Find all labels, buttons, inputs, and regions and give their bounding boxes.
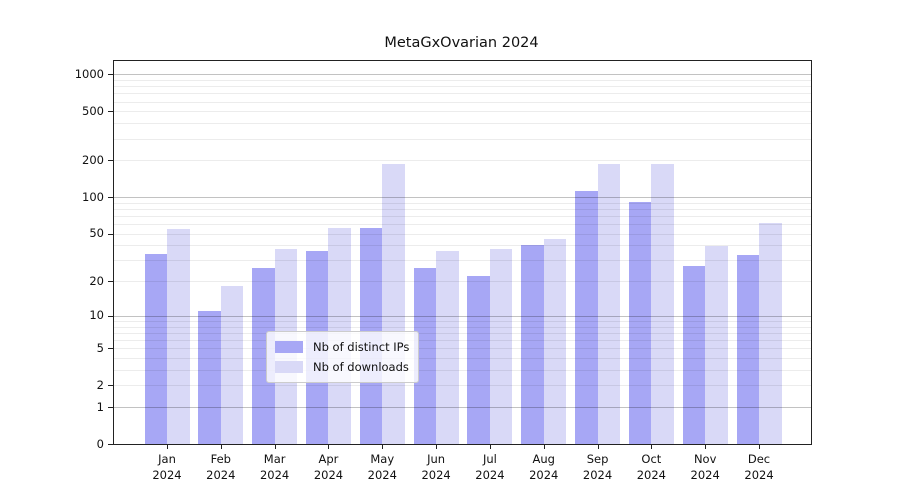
bar-nb-of-downloads-jul (489, 249, 513, 444)
gridline-minor-400 (114, 123, 811, 125)
ytick-label-5: 5 (96, 340, 104, 355)
xtick-mark-jul (489, 444, 491, 449)
ytick-mark-50 (108, 233, 113, 235)
ytick-label-2: 2 (96, 377, 104, 392)
xtick-mark-feb (220, 444, 222, 449)
bar-nb-of-distinct-ips-mar (252, 267, 275, 444)
xtick-mark-dec (759, 444, 761, 449)
legend-swatch-downloads (275, 361, 303, 373)
xtick-mark-jan (167, 444, 168, 449)
gridline-minor-90 (114, 202, 811, 204)
bar-nb-of-distinct-ips-feb (198, 310, 221, 444)
xtick-label-nov: Nov 2024 (690, 452, 720, 483)
bar-nb-of-downloads-dec (759, 223, 782, 444)
gridline-minor-70 (114, 216, 811, 218)
xtick-label-feb: Feb 2024 (206, 452, 236, 483)
xtick-label-sep: Sep 2024 (582, 452, 613, 483)
ytick-label-20: 20 (89, 273, 104, 288)
legend-label-downloads: Nb of downloads (313, 360, 409, 374)
xtick-label-aug: Aug 2024 (529, 452, 559, 483)
xtick-mark-nov (705, 444, 707, 449)
ytick-label-500: 500 (82, 103, 104, 118)
bar-nb-of-downloads-oct (651, 163, 674, 444)
xtick-label-apr: Apr 2024 (313, 452, 344, 483)
legend: Nb of distinct IPs Nb of downloads (266, 331, 420, 383)
bar-nb-of-distinct-ips-jul (467, 276, 490, 444)
gridline-minor-600 (114, 101, 811, 103)
ytick-mark-2 (108, 385, 113, 387)
gridline-minor-300 (114, 138, 811, 140)
bar-nb-of-distinct-ips-sep (575, 190, 598, 444)
bar-nb-of-downloads-may (382, 163, 405, 444)
ytick-mark-1 (108, 407, 113, 409)
xtick-label-dec: Dec 2024 (744, 452, 774, 483)
bar-nb-of-distinct-ips-jan (144, 253, 167, 444)
bar-nb-of-downloads-sep (597, 163, 621, 444)
ytick-mark-500 (108, 111, 113, 113)
ytick-mark-1000 (108, 74, 113, 76)
gridline-minor-60 (114, 224, 811, 226)
ytick-mark-100 (108, 197, 113, 199)
legend-entry-distinct-ips: Nb of distinct IPs (275, 337, 409, 357)
ytick-label-1000: 1000 (74, 66, 104, 81)
ytick-mark-0 (108, 444, 113, 446)
ytick-label-50: 50 (89, 226, 104, 241)
ytick-mark-5 (108, 348, 113, 350)
ytick-label-1: 1 (96, 399, 104, 414)
ytick-label-0: 0 (96, 436, 104, 451)
bar-nb-of-distinct-ips-nov (682, 265, 706, 444)
gridline-minor-80 (114, 208, 811, 210)
gridline-minor-900 (114, 79, 811, 81)
ytick-mark-200 (108, 160, 113, 162)
gridline-minor-800 (114, 86, 811, 88)
gridline-minor-700 (114, 93, 811, 95)
bar-nb-of-distinct-ips-aug (521, 245, 544, 444)
xtick-label-jan: Jan 2024 (152, 452, 182, 483)
legend-entry-downloads: Nb of downloads (275, 357, 409, 377)
gridline-minor-500 (114, 111, 811, 113)
gridline-minor-200 (114, 160, 811, 162)
gridline-minor-50 (114, 233, 811, 235)
xtick-mark-may (382, 444, 384, 449)
bar-nb-of-downloads-aug (543, 238, 567, 444)
xtick-mark-apr (328, 444, 330, 449)
xtick-mark-oct (651, 444, 653, 449)
bar-nb-of-downloads-nov (705, 246, 728, 444)
bar-nb-of-distinct-ips-oct (628, 201, 652, 444)
ytick-mark-20 (108, 281, 113, 283)
xtick-mark-aug (543, 444, 545, 449)
legend-label-distinct-ips: Nb of distinct IPs (313, 340, 410, 354)
chart-title: MetaGxOvarian 2024 (384, 35, 539, 51)
xtick-mark-sep (597, 444, 599, 449)
gridline-major-100 (114, 197, 811, 199)
xtick-label-jul: Jul 2024 (475, 452, 505, 483)
ytick-label-10: 10 (89, 308, 104, 323)
ytick-label-100: 100 (82, 189, 104, 204)
xtick-label-mar: Mar 2024 (259, 452, 290, 483)
bar-nb-of-downloads-feb (220, 286, 244, 444)
ytick-label-200: 200 (82, 152, 104, 167)
legend-swatch-distinct-ips (275, 341, 303, 353)
xtick-mark-jun (436, 444, 438, 449)
bar-nb-of-downloads-jan (167, 229, 190, 444)
plot-area: 0 1 2 5 10 20 50 100 200 500 1000 Jan 2024 Feb 2024 Mar… (75, 60, 812, 482)
bar-nb-of-downloads-jun (436, 250, 459, 444)
xtick-label-oct: Oct 2024 (636, 452, 667, 483)
xtick-label-may: May 2024 (367, 452, 397, 483)
bar-nb-of-distinct-ips-jun (413, 267, 437, 444)
xtick-mark-mar (274, 444, 276, 449)
gridline-major-1000 (114, 74, 811, 76)
xtick-label-jun: Jun 2024 (421, 452, 451, 483)
bar-nb-of-distinct-ips-dec (736, 255, 760, 444)
ytick-mark-10 (108, 315, 113, 317)
